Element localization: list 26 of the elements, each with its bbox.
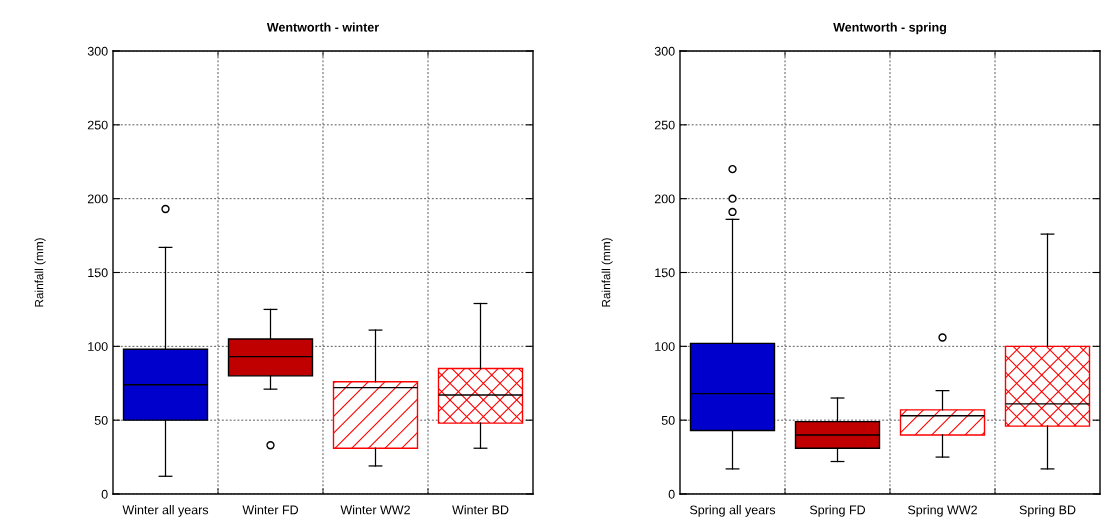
- x-tick-label: Spring WW2: [907, 505, 977, 517]
- y-axis-title: Rainfall (mm): [601, 238, 613, 307]
- x-tick-label: Spring BD: [1019, 505, 1076, 517]
- y-tick-label: 100: [88, 342, 108, 351]
- y-tick-label: 300: [654, 46, 675, 56]
- y-tick-label: 50: [661, 415, 675, 425]
- y-tick-label: 0: [101, 489, 108, 499]
- x-tick-label: Spring all years: [690, 505, 776, 517]
- x-tick-label: Winter all years: [122, 505, 209, 517]
- y-tick-label: 150: [88, 268, 108, 278]
- y-tick-label: 50: [94, 415, 108, 425]
- x-tick-label: Winter FD: [242, 505, 299, 515]
- y-tick-label: 200: [87, 194, 108, 204]
- y-tick-label: 250: [654, 120, 675, 130]
- y-tick-label: 0: [668, 489, 675, 499]
- chart-title: Wentworth - spring: [833, 22, 946, 35]
- x-tick-label: Winter BD: [452, 505, 509, 515]
- y-tick-label: 200: [654, 194, 675, 204]
- x-tick-label: Winter WW2: [340, 505, 410, 515]
- y-tick-label: 100: [655, 342, 675, 351]
- chart-title: Wentworth - winter: [266, 22, 379, 32]
- x-tick-label: Spring FD: [809, 505, 866, 517]
- y-tick-label: 300: [87, 46, 108, 56]
- y-tick-label: 150: [655, 268, 675, 278]
- y-tick-label: 250: [87, 120, 108, 130]
- y-axis-title: Rainfall (mm): [34, 238, 46, 307]
